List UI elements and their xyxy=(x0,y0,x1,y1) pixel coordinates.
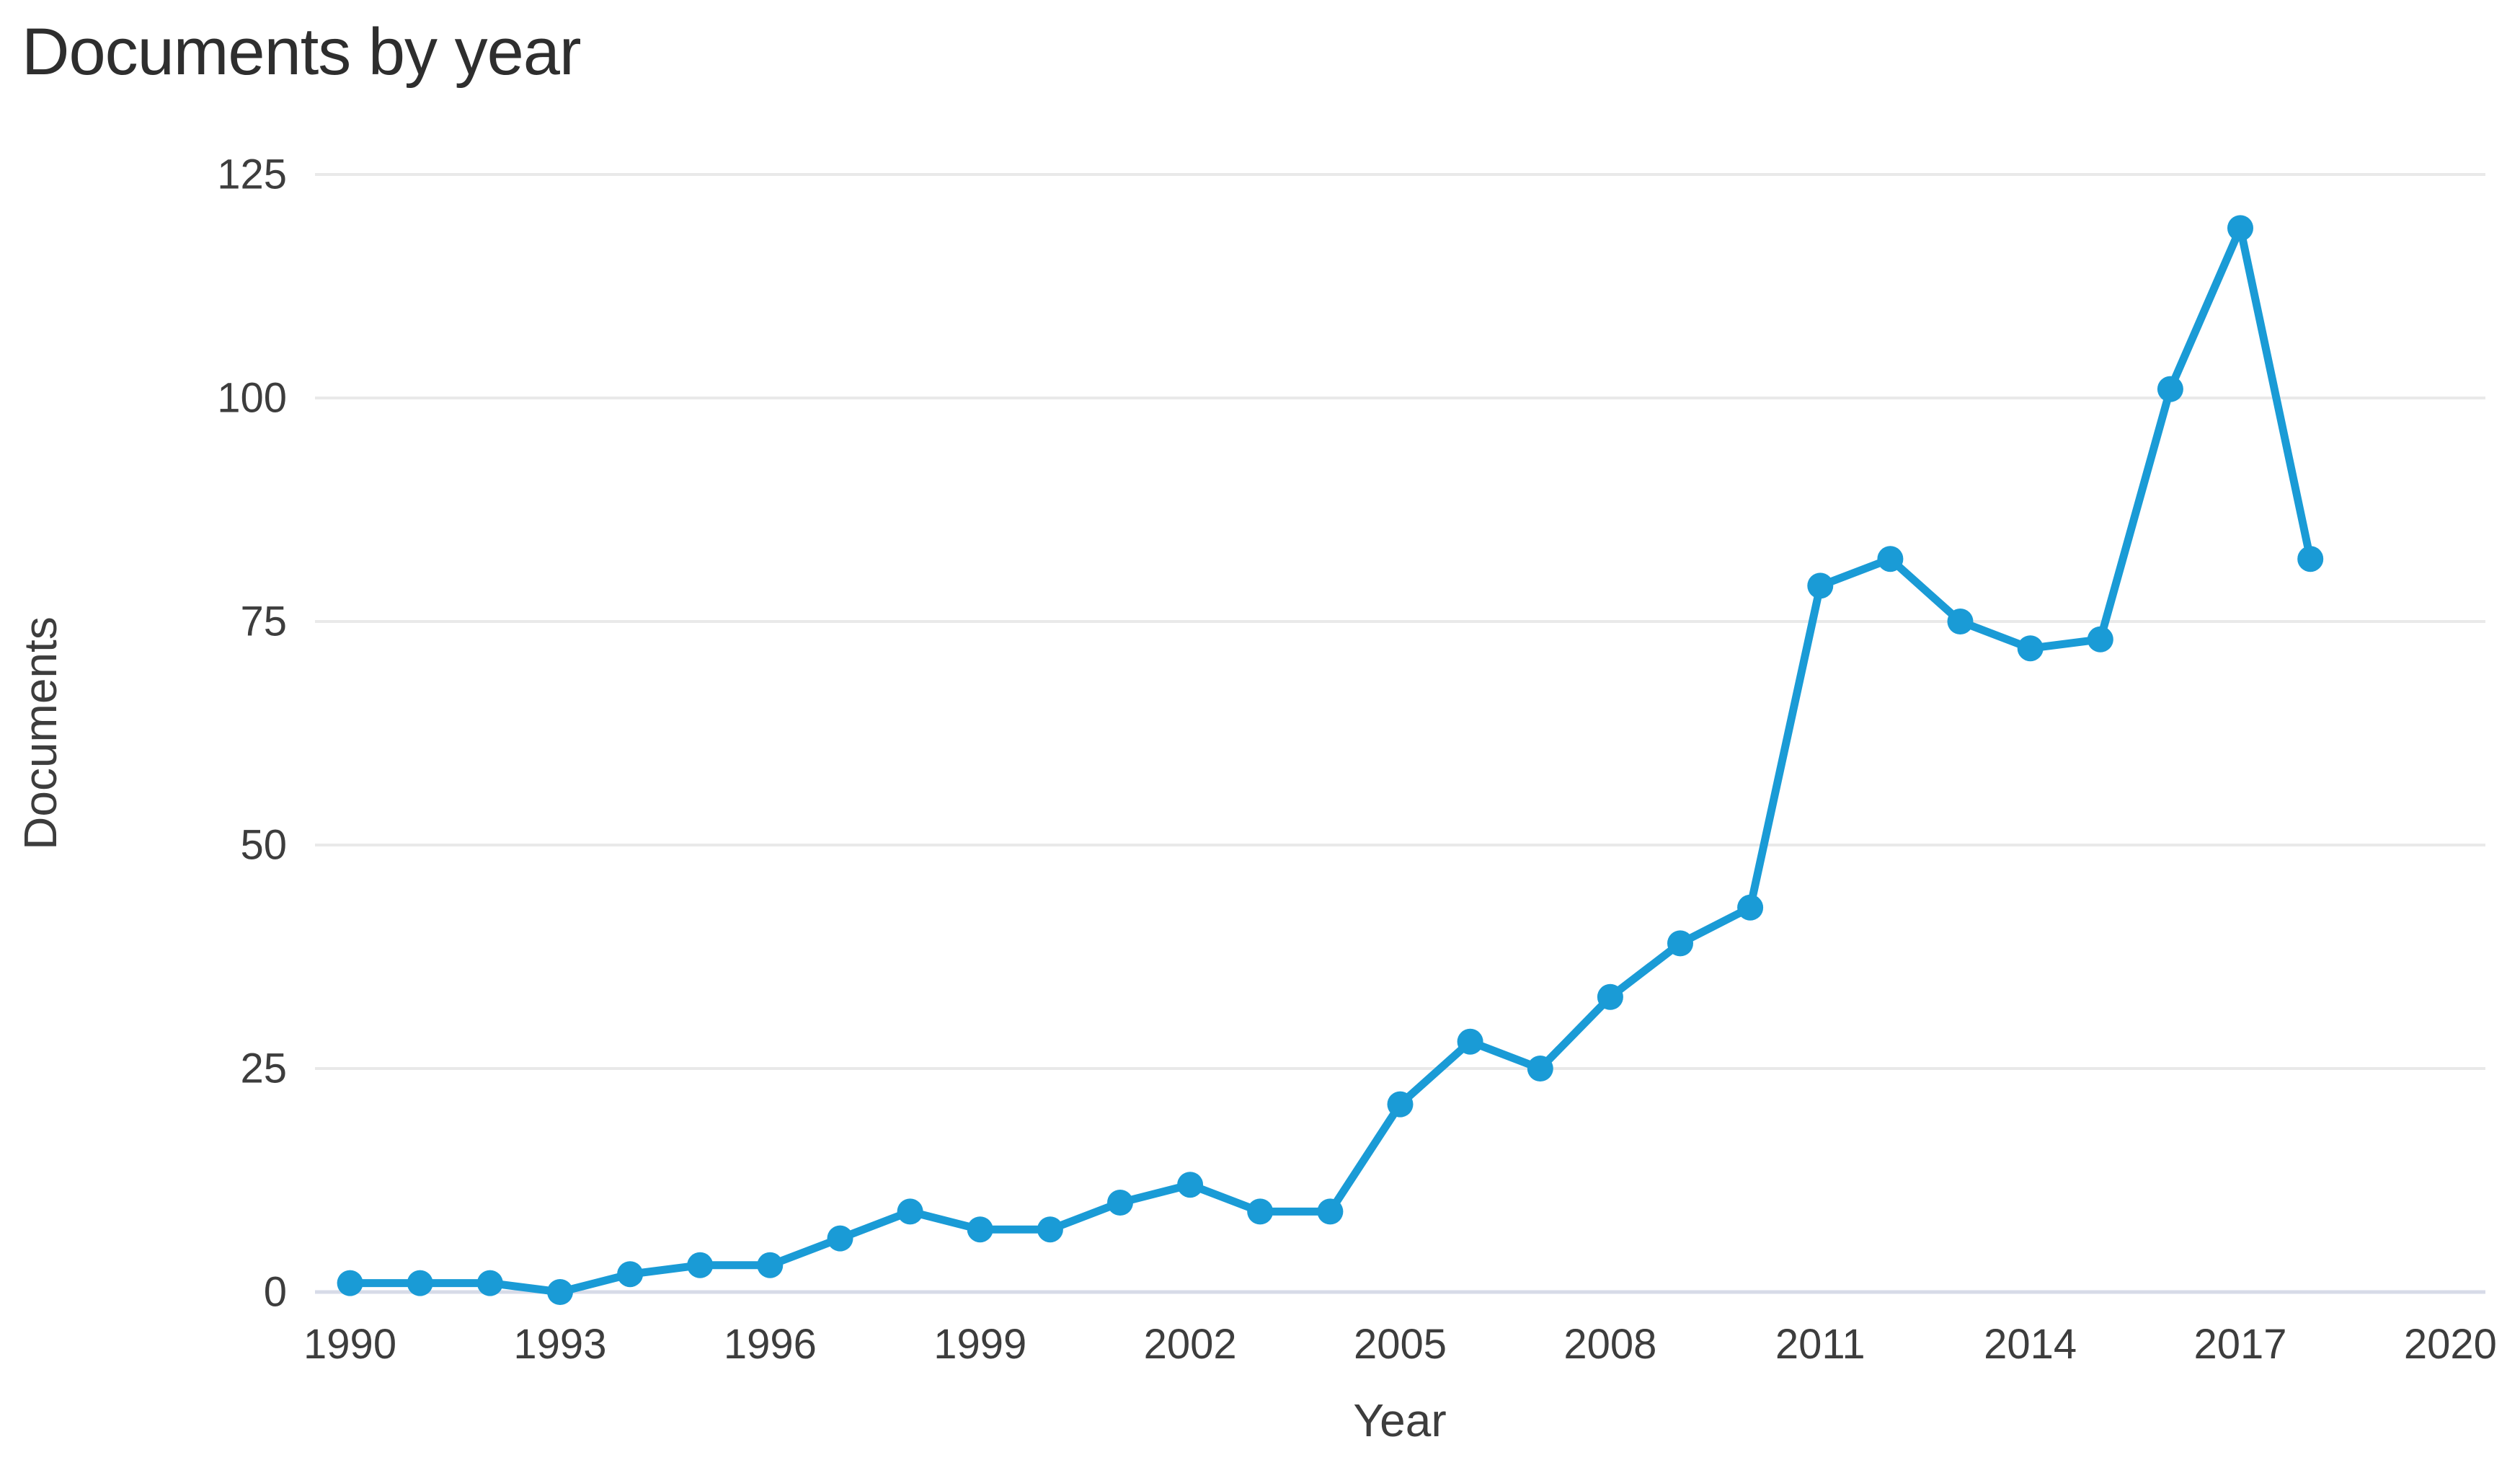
y-tick-label-125: 125 xyxy=(217,151,287,198)
data-point-2017[interactable] xyxy=(2227,215,2253,242)
data-point-2009[interactable] xyxy=(1667,930,1693,957)
data-point-2008[interactable] xyxy=(1597,983,1623,1010)
x-tick-label-1993: 1993 xyxy=(513,1321,606,1368)
data-point-2010[interactable] xyxy=(1737,894,1764,921)
data-point-2004[interactable] xyxy=(1317,1198,1344,1225)
series-line xyxy=(346,224,2315,1296)
x-axis-title: Year xyxy=(1353,1394,1446,1446)
data-point-2000[interactable] xyxy=(1037,1216,1063,1243)
data-point-2002[interactable] xyxy=(1177,1172,1204,1198)
data-series xyxy=(337,215,2324,1305)
data-point-2007[interactable] xyxy=(1527,1056,1553,1081)
y-axis-tick-labels: 0 25 50 75 100 125 xyxy=(217,151,287,1316)
x-tick-label-1999: 1999 xyxy=(933,1321,1026,1368)
data-point-1995[interactable] xyxy=(687,1252,714,1278)
y-tick-label-100: 100 xyxy=(217,375,287,422)
data-point-2018[interactable] xyxy=(2297,546,2324,572)
data-point-2015[interactable] xyxy=(2087,626,2113,653)
data-point-2016[interactable] xyxy=(2157,376,2183,402)
data-point-1998[interactable] xyxy=(897,1198,923,1225)
data-point-1991[interactable] xyxy=(407,1270,433,1296)
y-tick-label-0: 0 xyxy=(264,1269,287,1316)
data-point-2012[interactable] xyxy=(1877,546,1904,572)
x-tick-label-2008: 2008 xyxy=(1563,1321,1656,1368)
gridlines xyxy=(315,173,2485,1294)
y-tick-label-25: 25 xyxy=(240,1045,287,1092)
x-tick-label-2020: 2020 xyxy=(2404,1321,2497,1368)
data-point-2001[interactable] xyxy=(1107,1190,1133,1216)
y-tick-label-50: 50 xyxy=(240,822,287,869)
x-tick-label-2002: 2002 xyxy=(1144,1321,1237,1368)
data-point-2003[interactable] xyxy=(1247,1198,1274,1225)
data-point-2013[interactable] xyxy=(1947,609,1974,634)
y-axis-title: Documents xyxy=(14,616,66,850)
data-point-1997[interactable] xyxy=(827,1225,853,1252)
x-tick-label-2005: 2005 xyxy=(1354,1321,1447,1368)
data-point-1990[interactable] xyxy=(337,1270,363,1296)
x-axis-tick-labels: 1990 1993 1996 1999 2002 2005 2008 2011 2014 2017… xyxy=(303,1321,2497,1368)
y-tick-label-75: 75 xyxy=(240,598,287,645)
x-tick-label-2017: 2017 xyxy=(2194,1321,2287,1368)
data-point-2006[interactable] xyxy=(1457,1028,1483,1055)
x-tick-label-2014: 2014 xyxy=(1984,1321,2077,1368)
data-point-1992[interactable] xyxy=(476,1270,503,1296)
data-point-2005[interactable] xyxy=(1387,1091,1414,1118)
x-tick-label-2011: 2011 xyxy=(1775,1321,1865,1368)
data-point-1994[interactable] xyxy=(617,1261,644,1288)
chart-title: Documents by year xyxy=(22,15,581,89)
data-point-2014[interactable] xyxy=(2017,635,2044,662)
data-point-1993[interactable] xyxy=(547,1279,573,1305)
x-tick-label-1996: 1996 xyxy=(724,1321,817,1368)
data-point-2011[interactable] xyxy=(1807,572,1834,599)
data-point-1999[interactable] xyxy=(967,1216,993,1243)
data-point-1996[interactable] xyxy=(757,1252,784,1278)
x-tick-label-1990: 1990 xyxy=(303,1321,396,1368)
